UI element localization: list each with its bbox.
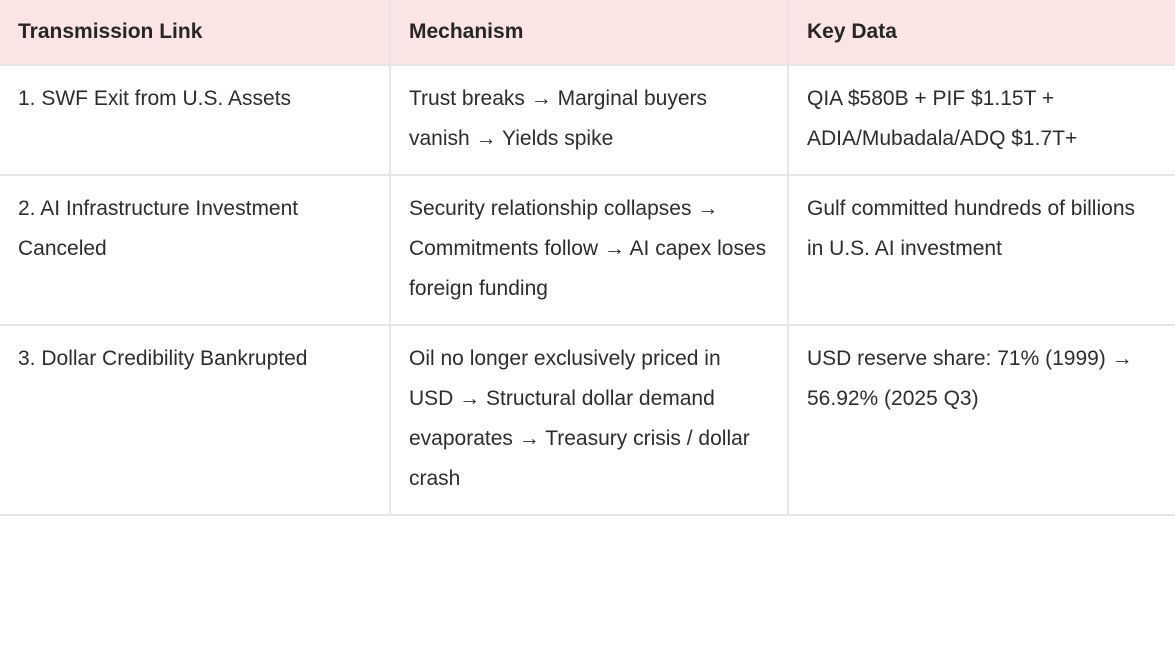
cell-link: 2. AI Infrastructure Investment Canceled xyxy=(0,175,391,325)
cell-key-data: Gulf committed hundreds of billions in U… xyxy=(788,175,1175,325)
cell-key-data: USD reserve share: 71% (1999) → 56.92% (… xyxy=(788,325,1175,515)
cell-key-data: QIA $580B + PIF $1.15T + ADIA/Mubadala/A… xyxy=(788,65,1175,175)
header-cell-key-data: Key Data xyxy=(788,0,1175,65)
cell-link: 3. Dollar Credibility Bankrupted xyxy=(0,325,391,515)
table-body: 1. SWF Exit from U.S. Assets Trust break… xyxy=(0,65,1175,515)
cell-mechanism: Trust breaks → Marginal buyers vanish → … xyxy=(390,65,789,175)
header-row: Transmission Link Mechanism Key Data xyxy=(0,0,1175,65)
cell-mechanism: Oil no longer exclusively priced in USD … xyxy=(390,325,789,515)
header-cell-mechanism: Mechanism xyxy=(390,0,789,65)
table-row: 2. AI Infrastructure Investment Canceled… xyxy=(0,175,1175,325)
table-row: 1. SWF Exit from U.S. Assets Trust break… xyxy=(0,65,1175,175)
table-header: Transmission Link Mechanism Key Data xyxy=(0,0,1175,65)
transmission-table: Transmission Link Mechanism Key Data 1. … xyxy=(0,0,1175,515)
header-cell-transmission-link: Transmission Link xyxy=(0,0,391,65)
cell-link: 1. SWF Exit from U.S. Assets xyxy=(0,65,391,175)
table-row: 3. Dollar Credibility Bankrupted Oil no … xyxy=(0,325,1175,515)
cell-mechanism: Security relationship collapses → Commit… xyxy=(390,175,789,325)
